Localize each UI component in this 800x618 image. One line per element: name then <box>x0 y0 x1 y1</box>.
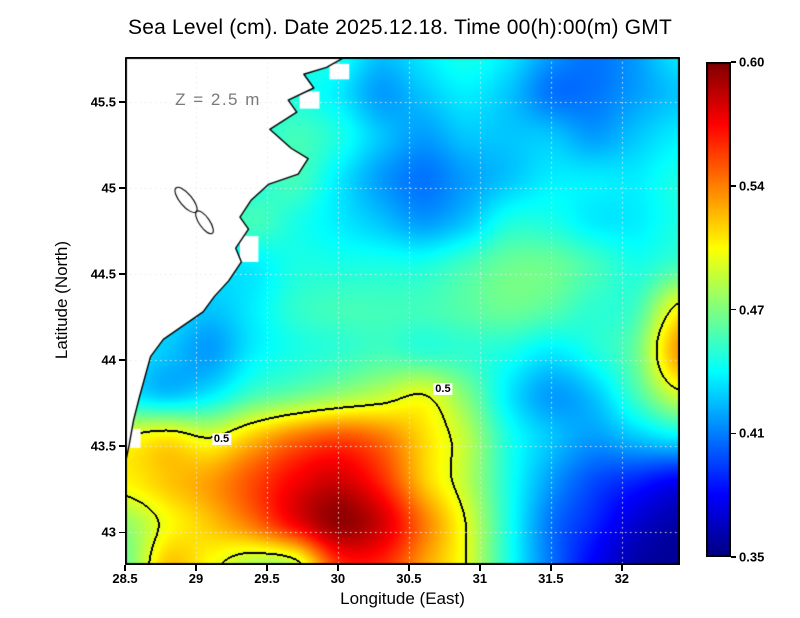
contour-label: 0.5 <box>211 433 232 446</box>
axis-tick-mark <box>731 61 736 63</box>
axis-tick-mark <box>731 432 736 434</box>
axis-tick-mark <box>337 565 339 571</box>
axis-tick-mark <box>408 565 410 571</box>
x-tick-label: 29 <box>188 571 204 586</box>
x-tick-label: 28.5 <box>112 571 138 586</box>
axis-tick-mark <box>119 101 125 103</box>
contour-label: 0.5 <box>433 383 453 396</box>
axis-tick-mark <box>731 308 736 311</box>
x-tick-label: 31 <box>472 571 488 586</box>
colorbar-tick-label: 0.47 <box>739 302 765 317</box>
y-axis-label: Latitude (North) <box>52 240 71 360</box>
axis-tick-mark <box>266 565 268 571</box>
axis-tick-mark <box>731 185 736 187</box>
y-tick-label: 44 <box>101 352 116 368</box>
axis-tick-mark <box>119 445 125 447</box>
x-tick-label: 31.5 <box>538 571 564 586</box>
chart-title: Sea Level (cm). Date 2025.12.18. Time 00… <box>128 16 672 39</box>
colorbar <box>706 62 731 557</box>
y-tick-label: 43.5 <box>90 438 116 454</box>
axis-tick-mark <box>124 565 126 571</box>
axis-tick-mark <box>550 565 552 571</box>
axis-tick-mark <box>195 565 197 571</box>
depth-annotation: Z = 2.5 m <box>175 90 261 109</box>
axis-tick-mark <box>119 187 125 189</box>
colorbar-tick-label: 0.54 <box>739 178 765 194</box>
axis-tick-mark <box>479 565 481 571</box>
colorbar-tick-label: 0.35 <box>739 549 765 565</box>
x-tick-label: 32 <box>614 571 630 586</box>
axis-tick-mark <box>119 273 125 275</box>
axis-tick-mark <box>119 359 125 361</box>
y-tick-label: 43 <box>101 524 116 540</box>
y-tick-label: 45.5 <box>90 94 116 110</box>
colorbar-tick-label: 0.60 <box>739 54 765 70</box>
x-tick-label: 30.5 <box>396 571 422 586</box>
heatmap-canvas <box>125 57 680 565</box>
x-tick-label: 29.5 <box>254 571 280 586</box>
axis-tick-mark <box>119 531 125 534</box>
axis-tick-mark <box>731 556 736 558</box>
axis-tick-mark <box>621 565 623 571</box>
y-tick-label: 45 <box>101 180 116 196</box>
colorbar-tick-label: 0.41 <box>739 425 765 441</box>
x-tick-label: 30 <box>330 571 346 586</box>
y-tick-label: 44.5 <box>90 266 116 282</box>
x-axis-label: Longitude (East) <box>340 589 465 608</box>
